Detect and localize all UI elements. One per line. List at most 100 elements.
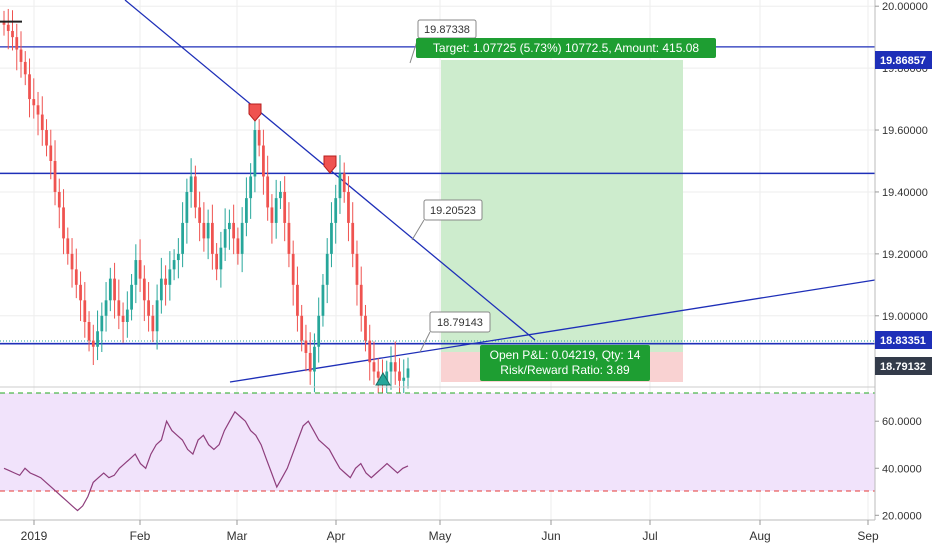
x-tick-label: Jun (541, 529, 560, 543)
price-badge-19-86857: 19.86857 (875, 51, 932, 69)
candle-body (45, 130, 48, 146)
x-tick-label: Sep (857, 529, 879, 543)
candle-body (342, 173, 346, 192)
price-badge-18-79132: 18.79132 (875, 357, 932, 375)
x-tick-label: Mar (227, 529, 248, 543)
candle-body (134, 260, 138, 285)
svg-text:18.79132: 18.79132 (880, 361, 926, 373)
target-label[interactable]: Target: 1.07725 (5.73%) 10772.5, Amount:… (416, 38, 716, 58)
candle-body (96, 331, 99, 347)
x-tick-label: Jul (642, 529, 657, 543)
x-tick-label: 2019 (21, 529, 48, 543)
candle-body (406, 368, 410, 378)
candle-body (164, 278, 167, 285)
candle-body (6, 24, 10, 31)
candle-body (287, 222, 291, 254)
candle-body (91, 340, 95, 347)
arrow-down-marker-1 (248, 103, 262, 122)
candle-body (338, 173, 342, 199)
candle-body (159, 278, 163, 301)
candle-body (2, 21, 6, 25)
candle-body (74, 269, 78, 285)
candle-body (210, 222, 214, 254)
x-tick-label: May (429, 529, 452, 543)
candle-body (274, 198, 278, 223)
candle-body (266, 176, 270, 208)
candle-body (359, 284, 363, 316)
candle-body (172, 260, 176, 270)
ascending-trendline[interactable] (229, 279, 876, 383)
candle-body (283, 191, 287, 223)
candle-body (53, 160, 57, 192)
candle-body (385, 371, 389, 384)
candle-body (296, 284, 299, 316)
x-tick-label: Apr (327, 529, 346, 543)
candle-body (104, 300, 108, 316)
candle-body (372, 362, 376, 372)
candle-body (219, 247, 223, 270)
open-pnl-text: Open P&L: 0.04219, Qty: 14 (490, 348, 641, 362)
candle-body (317, 315, 321, 347)
candle-body (270, 207, 274, 223)
candle-body (155, 300, 159, 332)
candle-body (206, 222, 210, 239)
candle-body (376, 371, 380, 378)
candle-body (402, 377, 406, 381)
candle-body (176, 253, 180, 261)
candle-body (185, 191, 189, 223)
callout-18-79143[interactable]: 18.79143 (419, 311, 491, 353)
candle-body (351, 222, 355, 254)
candle-body (215, 253, 219, 270)
candle-body (189, 176, 193, 192)
candle-body (87, 321, 91, 341)
pnl-label[interactable]: Open P&L: 0.04219, Qty: 14 Risk/Reward R… (480, 345, 650, 381)
candle-body (130, 284, 133, 310)
rsi-line (3, 410, 409, 512)
candle-body (70, 253, 74, 270)
time-axis-ticks: 2019 Feb Mar Apr May Jun Jul Aug Sep (21, 520, 879, 543)
candle-body (198, 207, 202, 223)
rsi-tick-label: 20.0000 (882, 510, 922, 522)
candle-body (291, 253, 295, 285)
price-axis-bg (875, 0, 932, 520)
candle-body (49, 145, 53, 161)
candle-body (249, 176, 253, 199)
candle-body (142, 278, 146, 301)
candle-body (279, 191, 282, 199)
candle-body (240, 222, 244, 254)
callout-label: 18.79143 (437, 317, 483, 329)
callout-label: 19.87338 (424, 24, 470, 36)
candle-body (62, 207, 65, 239)
candle-body (36, 105, 40, 115)
candle-body (147, 300, 150, 316)
candle-body (117, 300, 121, 316)
candle-body (245, 198, 248, 223)
candle-body (79, 284, 82, 301)
candle-body (181, 222, 184, 254)
candle-body (23, 61, 27, 75)
candle-body (325, 253, 329, 285)
candle-body (168, 269, 172, 285)
candle-body (393, 362, 397, 372)
callout-19-20523[interactable]: 19.20523 (411, 199, 483, 241)
y-tick-label: 19.00000 (882, 311, 928, 323)
candle-body (300, 315, 304, 341)
candle-body (334, 198, 338, 223)
callout-19-87338[interactable]: 19.87338 (409, 19, 477, 64)
rsi-band (0, 393, 875, 491)
candle-body (108, 278, 112, 301)
candle-body (15, 37, 19, 50)
candle-body (253, 130, 257, 177)
candle-body (308, 352, 312, 372)
candle-body (228, 222, 231, 230)
candle-body (257, 130, 261, 146)
risk-reward-text: Risk/Reward Ratio: 3.89 (500, 363, 630, 377)
candle-body (83, 300, 87, 322)
y-tick-label: 20.00000 (882, 1, 928, 13)
candle-body (355, 253, 359, 285)
candle-body (32, 99, 36, 106)
y-tick-label: 19.20000 (882, 249, 928, 261)
candle-body (193, 176, 197, 208)
